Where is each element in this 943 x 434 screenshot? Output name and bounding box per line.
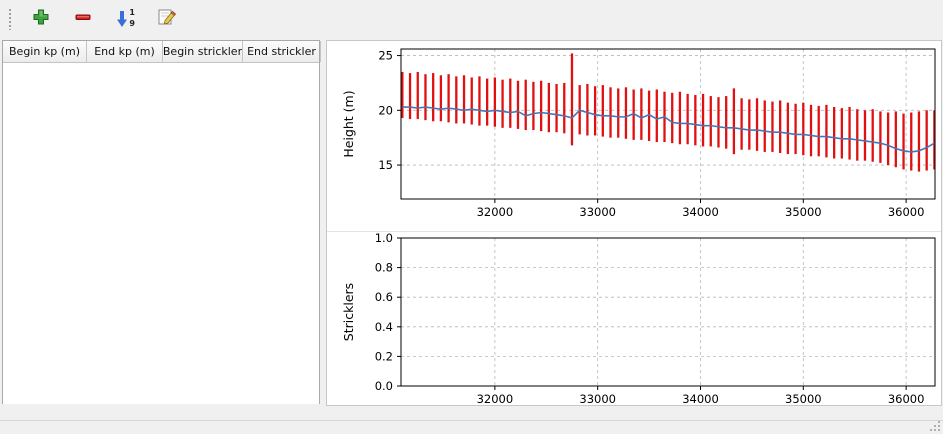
sort-button[interactable]: 1 9 bbox=[109, 3, 141, 35]
svg-text:0.6: 0.6 bbox=[375, 290, 393, 304]
svg-text:35000: 35000 bbox=[785, 205, 822, 219]
svg-text:36000: 36000 bbox=[888, 205, 925, 219]
svg-text:1.0: 1.0 bbox=[375, 232, 393, 245]
svg-text:33000: 33000 bbox=[579, 205, 616, 219]
strickler-table: Begin kp (m) End kp (m) Begin strickler End… bbox=[2, 40, 321, 404]
svg-text:32000: 32000 bbox=[477, 392, 514, 406]
svg-text:Height (m): Height (m) bbox=[341, 90, 356, 157]
sort-number-top: 1 bbox=[129, 8, 135, 17]
svg-text:0.2: 0.2 bbox=[375, 349, 393, 363]
edit-button[interactable] bbox=[151, 3, 183, 35]
column-header[interactable]: Begin strickler bbox=[163, 41, 243, 62]
svg-text:36000: 36000 bbox=[888, 392, 925, 406]
table-header-row: Begin kp (m) End kp (m) Begin strickler End… bbox=[3, 41, 321, 63]
svg-text:34000: 34000 bbox=[682, 392, 719, 406]
svg-text:32000: 32000 bbox=[477, 205, 514, 219]
toolbar-drag-handle[interactable] bbox=[8, 8, 13, 30]
resize-grip-icon[interactable] bbox=[929, 420, 941, 432]
column-header[interactable]: Begin kp (m) bbox=[3, 41, 87, 62]
plus-icon bbox=[32, 8, 50, 30]
svg-text:33000: 33000 bbox=[579, 392, 616, 406]
column-header[interactable]: End kp (m) bbox=[87, 41, 163, 62]
sort-numeric-icon: 1 9 bbox=[115, 9, 135, 29]
toolbar: 1 9 bbox=[0, 0, 943, 38]
table-body-empty bbox=[3, 63, 319, 404]
charts-panel: 32000 33000 34000 35000 36000 15 20 25 Height (m… bbox=[326, 40, 942, 406]
svg-text:0.4: 0.4 bbox=[375, 320, 393, 334]
svg-text:25: 25 bbox=[378, 49, 393, 63]
edit-pencil-icon bbox=[157, 7, 177, 31]
remove-row-button[interactable] bbox=[67, 3, 99, 35]
svg-text:15: 15 bbox=[378, 158, 393, 172]
add-row-button[interactable] bbox=[25, 3, 57, 35]
svg-text:Stricklers: Stricklers bbox=[341, 283, 356, 341]
stricklers-chart: 32000 33000 34000 35000 36000 0.0 0.2 0.4 0.6 0.8… bbox=[341, 232, 936, 406]
height-chart: 32000 33000 34000 35000 36000 15 20 25 Height (m… bbox=[341, 48, 936, 219]
sort-number-bottom: 9 bbox=[129, 19, 135, 28]
status-bar bbox=[0, 420, 943, 434]
svg-text:0.0: 0.0 bbox=[375, 379, 393, 393]
svg-text:0.8: 0.8 bbox=[375, 261, 393, 275]
svg-text:35000: 35000 bbox=[785, 392, 822, 406]
svg-text:34000: 34000 bbox=[682, 205, 719, 219]
minus-icon bbox=[74, 8, 92, 30]
column-header[interactable]: End strickler bbox=[243, 41, 321, 62]
svg-text:20: 20 bbox=[378, 103, 393, 117]
chart-divider bbox=[327, 231, 941, 232]
